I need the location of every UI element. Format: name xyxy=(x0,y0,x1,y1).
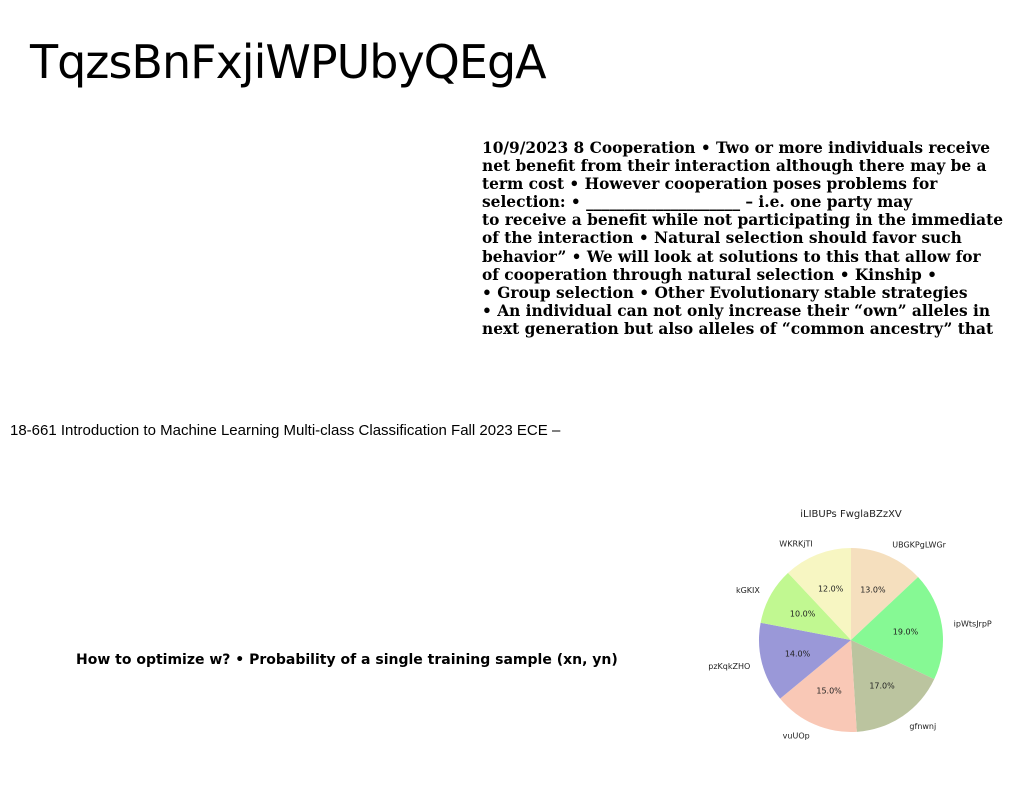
pie-slice-gfnwnj xyxy=(851,640,935,732)
pie-percent-label: 14.0% xyxy=(785,650,811,659)
body-line: behavior” • We will look at solutions to… xyxy=(482,247,981,266)
body-line: • Group selection • Other Evolutionary s… xyxy=(482,283,968,302)
pie-slice-pzKqkZHO xyxy=(759,622,851,699)
pie-category-label: gfnwnj xyxy=(909,722,936,731)
pie-slice-UBGKPgLWGr xyxy=(851,548,919,640)
course-line: 18-661 Introduction to Machine Learning … xyxy=(10,422,561,439)
body-line: to receive a benefit while not participa… xyxy=(482,211,1004,230)
pie-chart: iLIBUPs FwglaBZzXV 13.0% UBGKPgLWGr 19.0% i… xyxy=(708,509,992,740)
question-line: How to optimize w? • Probability of a si… xyxy=(76,652,618,668)
pie-percent-label: 17.0% xyxy=(869,682,895,691)
pie-category-label: UBGKPgLWGr xyxy=(892,541,946,550)
body-line: of the interaction • Natural selection s… xyxy=(482,229,962,248)
body-line: of cooperation through natural selection… xyxy=(482,265,937,284)
pie-category-label: pzKqkZHO xyxy=(708,662,750,671)
body-line: 10/9/2023 8 Cooperation • Two or more in… xyxy=(482,139,991,157)
body-text-block: 10/9/2023 8 Cooperation • Two or more in… xyxy=(482,139,1022,338)
body-line: term cost • However cooperation poses pr… xyxy=(482,175,938,194)
pie-category-label: WKRKjTI xyxy=(779,539,812,548)
pie-slice-WKRKjTI xyxy=(788,548,851,640)
body-line: net benefit from their interaction altho… xyxy=(482,157,987,176)
pie-category-label: vuUOp xyxy=(783,731,810,740)
pie-percent-label: 13.0% xyxy=(860,585,886,594)
page-title: TqzsBnFxjiWPUbyQEgA xyxy=(30,35,547,89)
pie-percent-label: 19.0% xyxy=(893,627,919,636)
pie-category-label: kGKIX xyxy=(736,586,760,595)
pie-percent-label: 12.0% xyxy=(818,585,844,594)
pie-slice-kGKIX xyxy=(760,572,851,640)
pie-category-label: ipWtsJrpP xyxy=(954,620,992,629)
body-line: • An individual can not only increase th… xyxy=(482,301,991,320)
pie-slice-ipWtsJrpP xyxy=(851,577,943,680)
pie-percent-label: 15.0% xyxy=(816,687,842,696)
chart-title: iLIBUPs FwglaBZzXV xyxy=(800,509,902,520)
body-line: selection: • ____________________ – i.e.… xyxy=(482,193,913,212)
pie-percent-label: 10.0% xyxy=(790,609,816,618)
pie-slice-vuUOp xyxy=(780,640,857,732)
body-line: next generation but also alleles of “com… xyxy=(482,319,994,338)
